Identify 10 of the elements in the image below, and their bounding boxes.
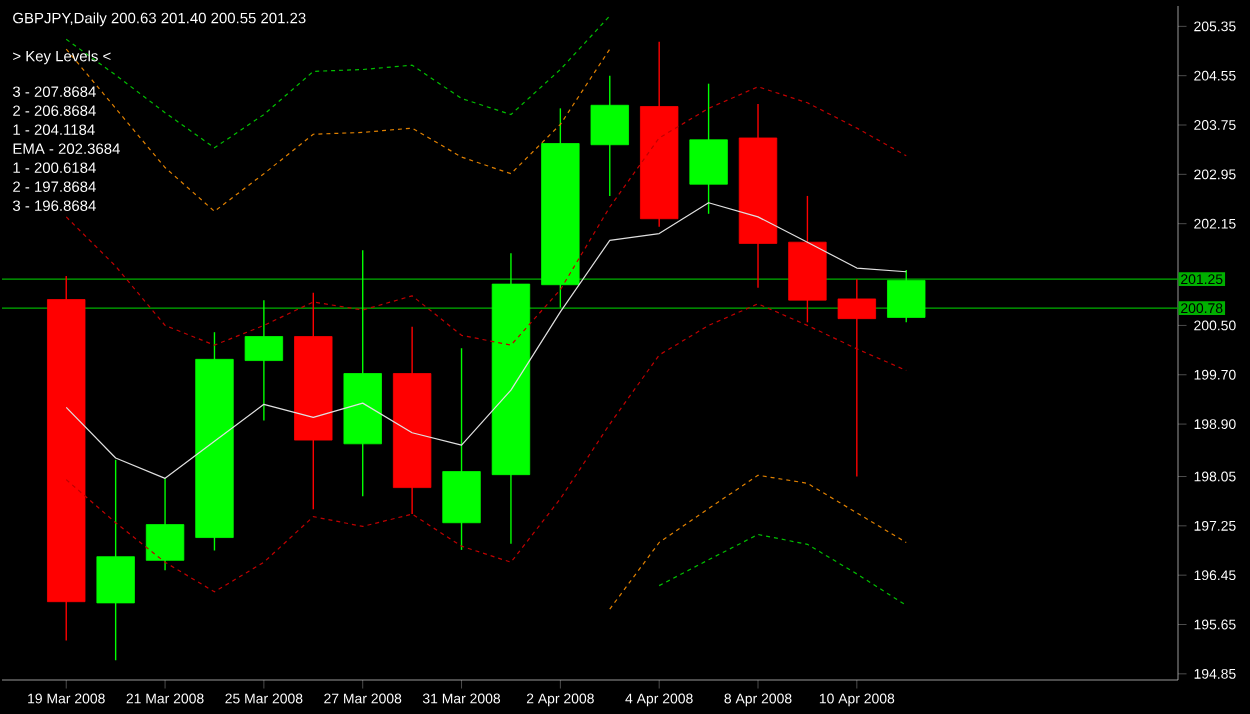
candlestick [96,459,135,661]
candlestick [590,74,629,197]
candlestick [244,299,284,422]
candlestick [145,477,185,571]
candlestick [837,278,877,478]
line-series [65,303,907,593]
line-series [658,533,907,606]
line-series [609,474,907,610]
candlestick [689,82,728,215]
candlestick [887,269,926,324]
